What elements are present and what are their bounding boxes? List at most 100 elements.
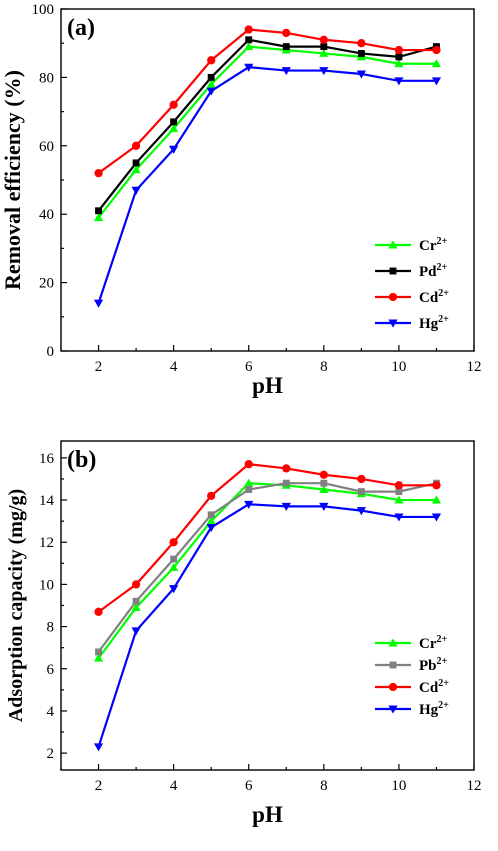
legend-label-superscript: 2+ (437, 236, 448, 247)
y-tick-label: 6 (47, 662, 55, 678)
series-line (97, 28, 437, 175)
legend-label-superscript: 2+ (438, 678, 449, 689)
data-point (244, 63, 254, 72)
legend-label: Pd2+ (419, 262, 448, 280)
x-tick-label: 10 (391, 359, 406, 375)
data-point (244, 478, 254, 487)
data-point (357, 39, 366, 48)
legend-label: Cd2+ (419, 678, 449, 696)
data-point (319, 484, 329, 493)
x-tick-label: 4 (170, 778, 178, 794)
data-point (320, 43, 328, 51)
legend-label: Hg2+ (419, 700, 449, 718)
data-point (395, 53, 403, 61)
data-point (244, 500, 254, 509)
data-point (207, 491, 216, 500)
legend-item-hg: Hg2+ (375, 700, 449, 718)
data-point (95, 648, 102, 656)
legend-marker (389, 661, 397, 669)
data-point (93, 213, 104, 222)
data-point (131, 603, 141, 612)
data-point (357, 474, 366, 484)
x-tick-label: 2 (95, 778, 103, 794)
y-tick-label: 14 (39, 493, 55, 509)
data-point (282, 43, 290, 51)
data-point (357, 50, 365, 57)
data-point (95, 207, 102, 215)
x-tick-label: 12 (467, 359, 482, 375)
series-line (97, 38, 437, 212)
y-tick-label: 2 (47, 746, 55, 762)
data-point (394, 45, 404, 55)
x-tick-label: 6 (245, 778, 253, 794)
legend-marker (388, 638, 398, 647)
data-point (394, 481, 404, 490)
legend-marker (388, 319, 398, 328)
data-point (169, 145, 179, 154)
data-point (170, 118, 178, 126)
series-line (97, 503, 437, 748)
data-point (131, 627, 141, 636)
x-tick-label: 2 (95, 359, 103, 375)
y-tick-label: 8 (47, 620, 55, 636)
y-tick-label: 40 (39, 207, 54, 223)
data-point (281, 67, 291, 76)
data-point (131, 141, 141, 150)
data-point (93, 653, 104, 662)
data-point (432, 481, 441, 490)
data-point (282, 464, 291, 473)
y-tick-label: 16 (39, 451, 55, 467)
legend-label-name: Cd (419, 680, 439, 696)
data-point (245, 486, 253, 493)
legend-label: Hg2+ (419, 314, 449, 332)
legend-label-name: Cd (419, 290, 439, 306)
legend-label-superscript: 2+ (438, 700, 449, 711)
legend-label-name: Cr (419, 238, 437, 254)
legend-label-name: Pd (419, 264, 437, 280)
data-point (206, 87, 216, 96)
data-point (94, 169, 103, 178)
data-point (319, 67, 329, 76)
legend: Cr2+Pb2+Cd2+Hg2+ (375, 634, 449, 718)
data-point (356, 507, 366, 516)
series-line (97, 482, 437, 659)
data-point (169, 538, 178, 547)
data-point (169, 100, 178, 109)
data-point (319, 48, 329, 57)
data-point (94, 607, 103, 616)
legend-marker (388, 292, 398, 302)
y-tick-label: 60 (39, 139, 54, 155)
plot-frame (60, 440, 475, 771)
legend: Cr2+Pd2+Cd2+Hg2+ (375, 236, 449, 332)
data-point (244, 42, 254, 51)
x-tick-label: 10 (391, 778, 406, 794)
data-point (170, 555, 178, 563)
y-axis-title: Removal efficiency (%) (0, 70, 25, 290)
data-point (357, 488, 365, 496)
legend-marker (388, 682, 398, 692)
data-point (169, 562, 179, 571)
data-point (131, 165, 141, 174)
series-cr (93, 42, 442, 222)
data-point (431, 77, 442, 86)
legend-label-superscript: 2+ (438, 314, 449, 325)
data-point (132, 597, 140, 605)
series-cd (94, 25, 441, 178)
series-line (97, 45, 437, 219)
y-tick-label: 4 (47, 704, 55, 720)
data-point (282, 28, 291, 38)
panel-label: (a) (67, 15, 95, 41)
legend-item-pb: Pb2+ (375, 656, 448, 674)
data-point (93, 743, 104, 752)
data-point (93, 299, 104, 308)
series-hg (93, 500, 442, 752)
data-point (319, 502, 329, 511)
series-hg (93, 63, 442, 308)
data-point (356, 70, 366, 79)
legend-item-cr: Cr2+ (375, 634, 448, 652)
x-tick-label: 6 (245, 359, 253, 375)
legend-label: Cr2+ (419, 236, 448, 254)
series-line (97, 482, 437, 653)
legend-item-cd: Cd2+ (375, 678, 449, 696)
